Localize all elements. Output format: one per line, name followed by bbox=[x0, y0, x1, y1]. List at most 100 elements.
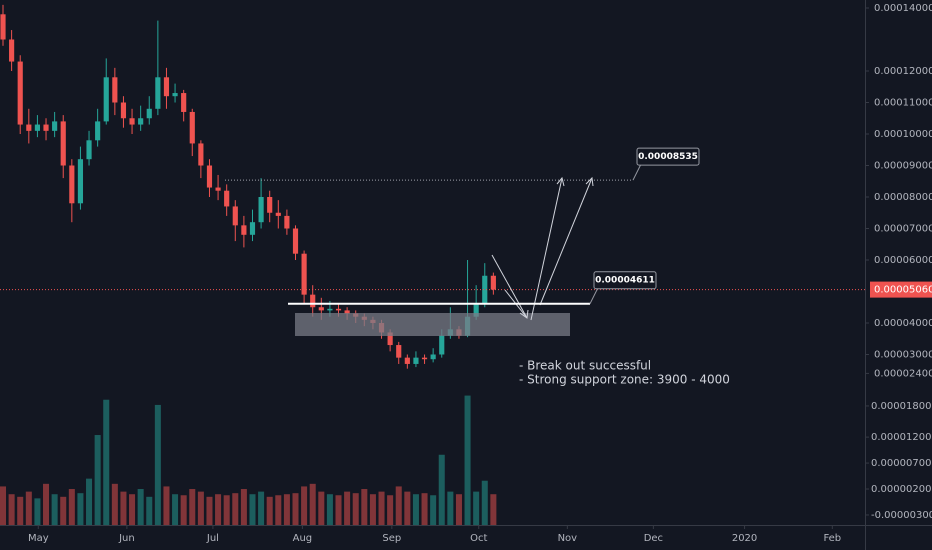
candle-body bbox=[490, 275, 496, 290]
candle-body bbox=[112, 77, 118, 103]
volume-bar bbox=[395, 486, 402, 525]
y2-tick-label: -0.00000300 bbox=[871, 510, 932, 521]
y-tick-label: 0.00003000 bbox=[874, 349, 932, 360]
callout-label: 0.00004611 bbox=[595, 276, 655, 286]
candle-body bbox=[198, 143, 204, 166]
candle-body bbox=[215, 187, 221, 191]
y-tick-label: 0.00002400 bbox=[874, 368, 932, 379]
x-tick-label: Jul bbox=[206, 533, 219, 544]
candle-body bbox=[284, 215, 290, 229]
volume-bar bbox=[283, 494, 290, 525]
volume-bar bbox=[60, 496, 67, 525]
volume-bar bbox=[94, 435, 101, 525]
arrow-up bbox=[539, 177, 593, 306]
candle-body bbox=[430, 354, 436, 360]
volume-bar bbox=[172, 494, 179, 525]
callout-label: 0.00008535 bbox=[638, 152, 698, 162]
callout-pointer bbox=[589, 287, 599, 304]
volume-bar bbox=[430, 495, 437, 525]
candle-body bbox=[206, 165, 213, 188]
volume-bar bbox=[404, 491, 411, 525]
volume-bar bbox=[129, 494, 136, 525]
candle-body bbox=[129, 118, 135, 125]
arrows bbox=[491, 176, 594, 321]
candle-body bbox=[163, 77, 170, 97]
y-tick-label: 0.00009000 bbox=[874, 160, 932, 171]
volume-bar bbox=[344, 491, 351, 525]
plot bbox=[0, 4, 865, 525]
candle-body bbox=[344, 310, 350, 314]
candle-body bbox=[224, 190, 230, 207]
volume-bar bbox=[275, 495, 282, 525]
volume-bar bbox=[490, 494, 497, 525]
volume-bar bbox=[189, 489, 196, 525]
volume-bar bbox=[197, 491, 204, 525]
candle-body bbox=[439, 335, 445, 355]
candle-body bbox=[34, 124, 41, 131]
volume-bar bbox=[34, 498, 41, 525]
candle-body bbox=[60, 121, 66, 166]
candle-body bbox=[120, 102, 127, 119]
volume-bar bbox=[301, 486, 308, 525]
volume-bar bbox=[378, 491, 385, 525]
volume-bar bbox=[111, 483, 118, 525]
candle-body bbox=[172, 93, 178, 97]
y-tick-label: 0.00011000 bbox=[874, 97, 932, 108]
y-tick-label: 0.00008000 bbox=[874, 192, 932, 203]
volume-bar bbox=[232, 493, 239, 525]
candle-body bbox=[26, 124, 32, 131]
y-tick-label: 0.00004000 bbox=[874, 318, 932, 329]
volume-bar bbox=[249, 494, 256, 525]
x-tick-label: Aug bbox=[293, 533, 313, 544]
volume-bar bbox=[180, 495, 187, 525]
volume-bar bbox=[473, 491, 480, 525]
volume-bar bbox=[86, 478, 93, 525]
candle-body bbox=[95, 121, 101, 141]
candle-body bbox=[43, 124, 49, 131]
candle-body bbox=[103, 77, 109, 122]
volume-bar bbox=[481, 480, 488, 525]
volume-bar bbox=[137, 489, 144, 525]
volume-bar bbox=[335, 495, 342, 525]
volume-bar bbox=[240, 489, 247, 525]
volume-bar bbox=[292, 493, 299, 525]
x-tick-label: Feb bbox=[823, 533, 841, 544]
volume-bar bbox=[387, 495, 394, 525]
volume-bar bbox=[326, 494, 333, 525]
y-tick-label: 0.00012000 bbox=[874, 66, 932, 77]
candle-body bbox=[318, 307, 324, 311]
candle-body bbox=[146, 108, 152, 119]
volume-bar bbox=[438, 454, 445, 525]
arrow-head bbox=[585, 176, 594, 187]
volume-bar bbox=[447, 491, 454, 525]
arrow-up bbox=[530, 177, 563, 321]
x-tick-label: Dec bbox=[644, 533, 663, 544]
volume-bar bbox=[43, 483, 50, 525]
candle-body bbox=[0, 14, 6, 40]
last-price-label: 0.00005060 bbox=[874, 285, 932, 296]
x-tick-label: May bbox=[28, 533, 49, 544]
candle-body bbox=[241, 225, 247, 235]
candle-body bbox=[482, 275, 488, 305]
volume-bar bbox=[421, 493, 428, 525]
candle-body bbox=[155, 77, 161, 109]
volume-bar bbox=[103, 399, 110, 525]
x-tick-label: Oct bbox=[470, 533, 487, 544]
x-tick-label: 2020 bbox=[732, 533, 757, 544]
volume-bar bbox=[120, 491, 127, 525]
note: - Strong support zone: 3900 - 4000 bbox=[519, 373, 730, 387]
volume-bar bbox=[215, 494, 222, 525]
candle-body bbox=[413, 357, 419, 364]
x-tick-label: Nov bbox=[558, 533, 578, 544]
y2-tick-label: 0.00000700 bbox=[871, 458, 931, 469]
candle-body bbox=[138, 118, 144, 125]
volume-bar bbox=[25, 491, 32, 525]
volume-bar bbox=[68, 489, 75, 525]
volume-bar bbox=[455, 494, 462, 525]
candle-body bbox=[69, 165, 75, 204]
note: - Break out successful bbox=[519, 359, 651, 373]
y2-tick-label: 0.00001200 bbox=[871, 432, 931, 443]
candle-body bbox=[292, 228, 299, 254]
candle-body bbox=[258, 196, 264, 223]
volume-bar bbox=[146, 496, 153, 525]
